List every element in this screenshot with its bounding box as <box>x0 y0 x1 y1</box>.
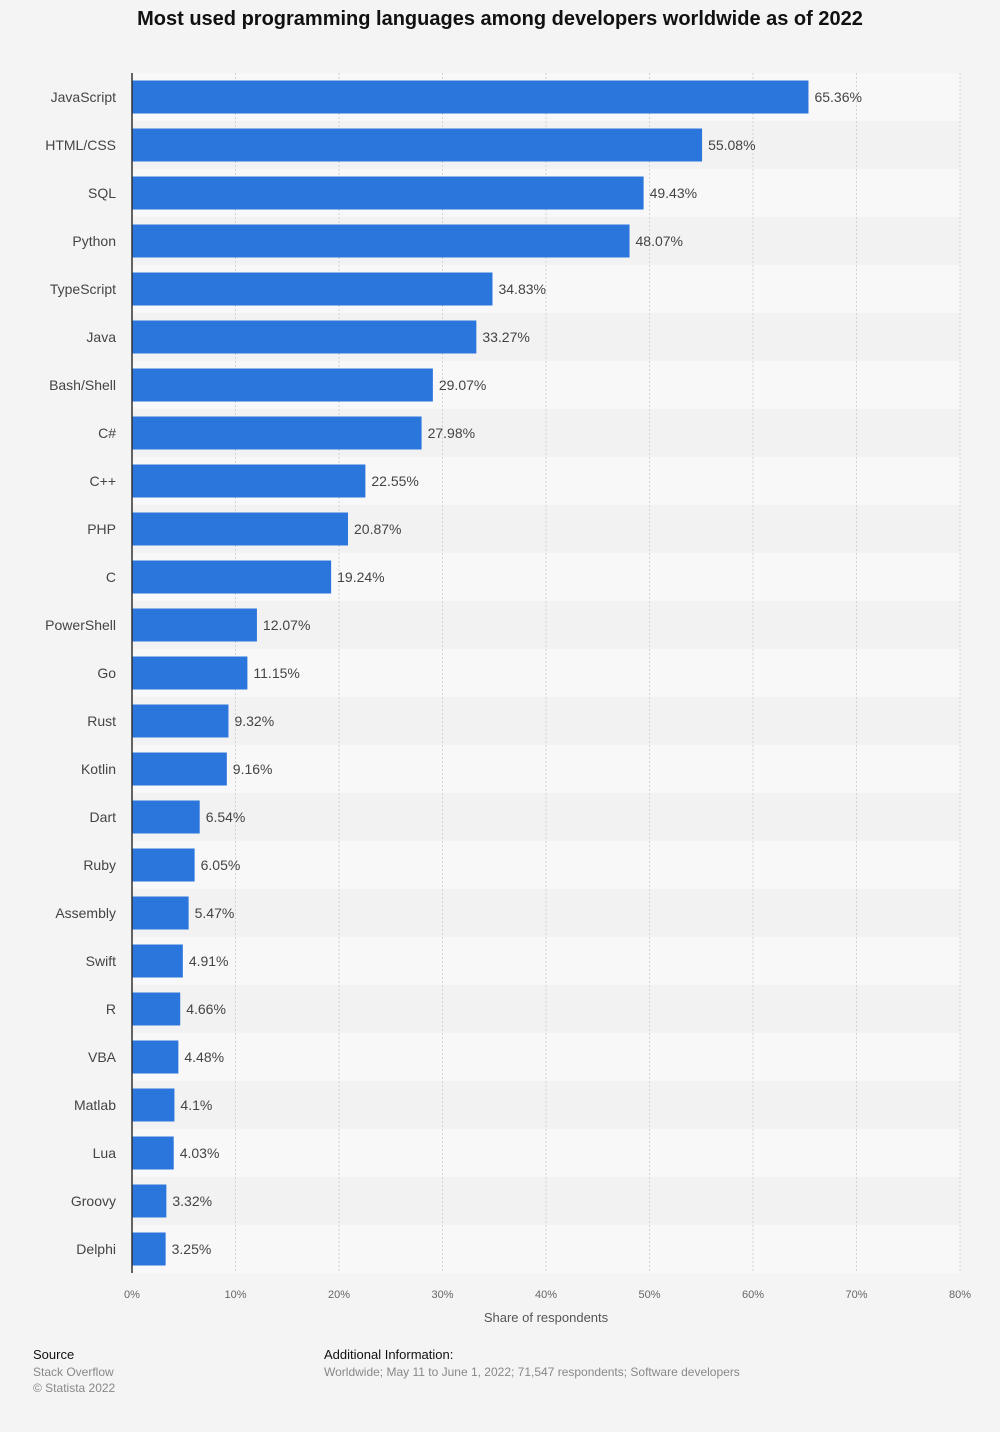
bar <box>132 1136 174 1170</box>
additional-info-text: Worldwide; May 11 to June 1, 2022; 71,54… <box>324 1365 740 1379</box>
category-label: R <box>106 1001 116 1017</box>
bar <box>132 368 433 402</box>
category-label: C <box>106 569 116 585</box>
bar-chart: 0% 10% 20% 30% 40% 50% 60% 70% 80% JavaScript 65.3… <box>45 73 971 1325</box>
value-label: 4.1% <box>180 1097 212 1113</box>
bar <box>132 656 248 690</box>
bar <box>132 896 189 930</box>
category-label: Rust <box>87 713 116 729</box>
bar <box>132 224 630 258</box>
bar <box>132 704 229 738</box>
category-label: Matlab <box>74 1097 116 1113</box>
category-label: Swift <box>86 953 116 969</box>
additional-info-section: Additional Information: Worldwide; May 1… <box>324 1347 740 1380</box>
source-line: Stack Overflow <box>33 1365 114 1379</box>
category-label: Ruby <box>83 857 116 873</box>
bar <box>132 1040 179 1074</box>
x-axis-title: Share of respondents <box>484 1310 609 1325</box>
category-label: VBA <box>88 1049 117 1065</box>
value-label: 19.24% <box>337 569 384 585</box>
copyright-line: © Statista 2022 <box>33 1381 116 1395</box>
bar <box>132 80 809 114</box>
bar <box>132 560 332 594</box>
value-label: 22.55% <box>371 473 418 489</box>
value-label: 9.32% <box>234 713 274 729</box>
x-tick-label: 60% <box>742 1289 764 1301</box>
category-label: Delphi <box>76 1241 116 1257</box>
value-label: 55.08% <box>708 137 755 153</box>
category-label: Python <box>72 233 116 249</box>
value-label: 48.07% <box>636 233 683 249</box>
category-label: TypeScript <box>50 281 116 297</box>
value-label: 20.87% <box>354 521 401 537</box>
value-label: 3.32% <box>172 1193 212 1209</box>
value-label: 4.03% <box>180 1145 220 1161</box>
category-label: Lua <box>93 1145 117 1161</box>
category-label: Groovy <box>71 1193 116 1209</box>
value-label: 49.43% <box>650 185 697 201</box>
source-section: Source Stack Overflow © Statista 2022 <box>33 1347 115 1396</box>
category-label: Bash/Shell <box>49 377 116 393</box>
chart-title: Most used programming languages among de… <box>137 8 863 30</box>
value-label: 5.47% <box>195 905 235 921</box>
category-label: Kotlin <box>81 761 116 777</box>
additional-info-heading: Additional Information: <box>324 1347 454 1362</box>
bar <box>132 272 493 306</box>
value-label: 65.36% <box>814 89 861 105</box>
value-label: 29.07% <box>439 377 486 393</box>
x-tick-label: 10% <box>224 1289 246 1301</box>
bar <box>132 752 227 786</box>
value-label: 11.15% <box>253 665 299 681</box>
bar <box>132 848 195 882</box>
value-label: 3.25% <box>172 1241 212 1257</box>
bar <box>132 944 183 978</box>
x-tick-label: 70% <box>845 1289 867 1301</box>
source-heading: Source <box>33 1347 75 1362</box>
bar <box>132 464 366 498</box>
bar <box>132 512 349 546</box>
value-label: 4.91% <box>189 953 229 969</box>
category-label: Assembly <box>55 905 116 921</box>
x-tick-label: 20% <box>328 1289 350 1301</box>
category-label: Dart <box>90 809 117 825</box>
value-label: 6.05% <box>201 857 241 873</box>
x-tick-label: 30% <box>431 1289 453 1301</box>
bar <box>132 320 477 354</box>
value-label: 4.48% <box>184 1049 224 1065</box>
bar <box>132 1232 166 1266</box>
category-label: Java <box>86 329 116 345</box>
value-label: 33.27% <box>482 329 529 345</box>
category-label: SQL <box>88 185 116 201</box>
category-label: C# <box>98 425 116 441</box>
value-label: 6.54% <box>206 809 246 825</box>
category-label: JavaScript <box>51 89 116 105</box>
value-label: 9.16% <box>233 761 273 777</box>
x-tick-label: 50% <box>638 1289 660 1301</box>
category-label: HTML/CSS <box>45 137 116 153</box>
bar <box>132 1088 175 1122</box>
category-label: C++ <box>90 473 116 489</box>
bar <box>132 608 257 642</box>
value-label: 4.66% <box>186 1001 226 1017</box>
value-label: 27.98% <box>428 425 475 441</box>
bar <box>132 128 703 162</box>
x-tick-label: 0% <box>124 1289 140 1301</box>
bar <box>132 176 644 210</box>
value-label: 34.83% <box>498 281 545 297</box>
bar <box>132 1184 167 1218</box>
x-tick-label: 40% <box>535 1289 557 1301</box>
category-label: Go <box>97 665 116 681</box>
bar <box>132 416 422 450</box>
category-label: PHP <box>87 521 116 537</box>
bar <box>132 800 200 834</box>
x-tick-label: 80% <box>949 1289 971 1301</box>
bar <box>132 992 181 1026</box>
category-label: PowerShell <box>45 617 116 633</box>
value-label: 12.07% <box>263 617 310 633</box>
